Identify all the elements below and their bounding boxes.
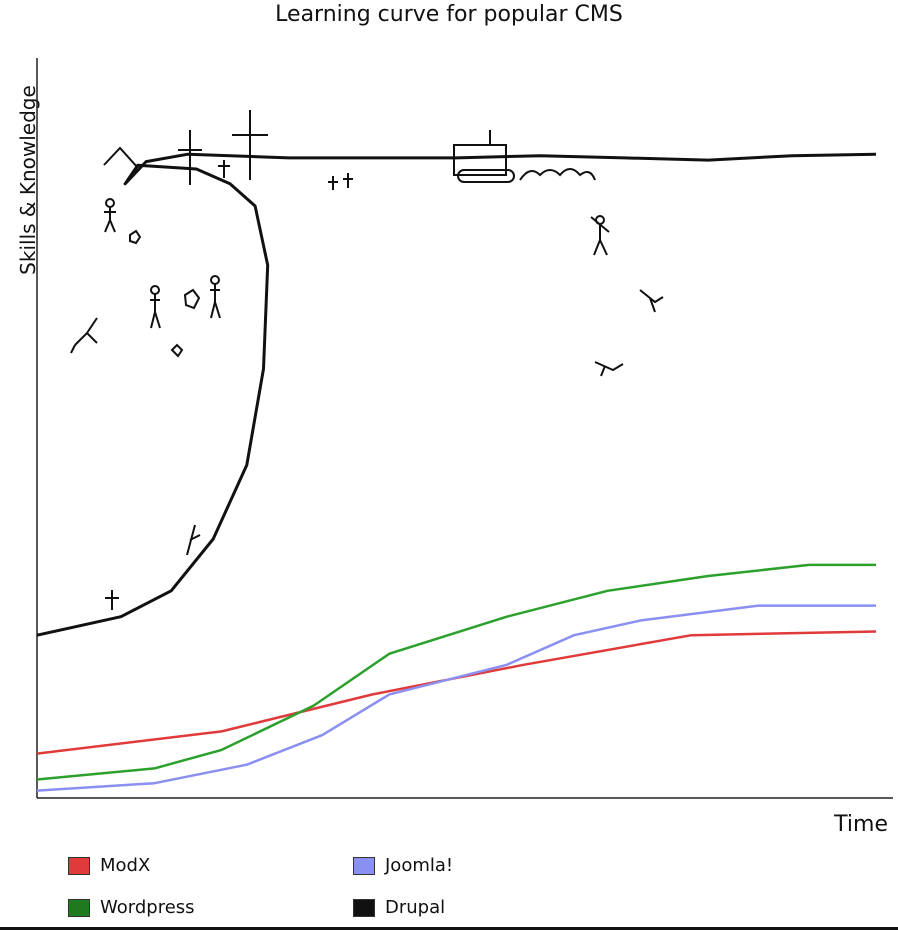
rock <box>129 229 142 245</box>
cross <box>343 173 353 188</box>
legend-item-wordpress: Wordpress <box>68 897 195 918</box>
cliff-doodles <box>70 110 664 610</box>
legend-item-modx: ModX <box>68 855 150 876</box>
climber <box>105 524 201 610</box>
series-line-drupal <box>36 152 877 637</box>
legend-swatch <box>353 898 375 917</box>
bulldozer <box>453 130 515 183</box>
falling-figure <box>594 361 624 377</box>
cross <box>232 110 268 180</box>
rubble <box>519 168 596 181</box>
series-line-wordpress <box>36 563 876 781</box>
stick-figure <box>104 198 116 233</box>
stick-figure <box>210 275 221 319</box>
legend-label: Wordpress <box>100 897 195 918</box>
legend-label: Joomla! <box>385 855 454 876</box>
series-line-modx <box>36 630 877 755</box>
legend-swatch <box>353 856 375 875</box>
x-axis-label: Time <box>834 812 888 837</box>
legend-item-drupal: Drupal <box>353 897 445 918</box>
legend-swatch <box>68 898 90 917</box>
rock <box>183 288 201 310</box>
chart-title: Learning curve for popular CMS <box>275 2 623 27</box>
falling-figure <box>639 289 664 313</box>
tent <box>103 146 139 169</box>
rock <box>170 343 184 358</box>
legend-label: ModX <box>100 855 151 876</box>
legend-item-joomla: Joomla! <box>353 855 453 876</box>
legend: ModX Wordpress Joomla! Drupal <box>68 855 628 925</box>
cross <box>328 176 338 190</box>
legend-label: Drupal <box>385 897 446 918</box>
stick-figure <box>590 215 610 256</box>
stick-figure <box>150 285 161 329</box>
cross <box>218 160 230 178</box>
legend-swatch <box>68 856 90 875</box>
cross <box>178 130 202 185</box>
bottom-rule <box>0 927 898 930</box>
series-line-joomla <box>36 604 876 792</box>
falling-figure <box>70 317 98 354</box>
